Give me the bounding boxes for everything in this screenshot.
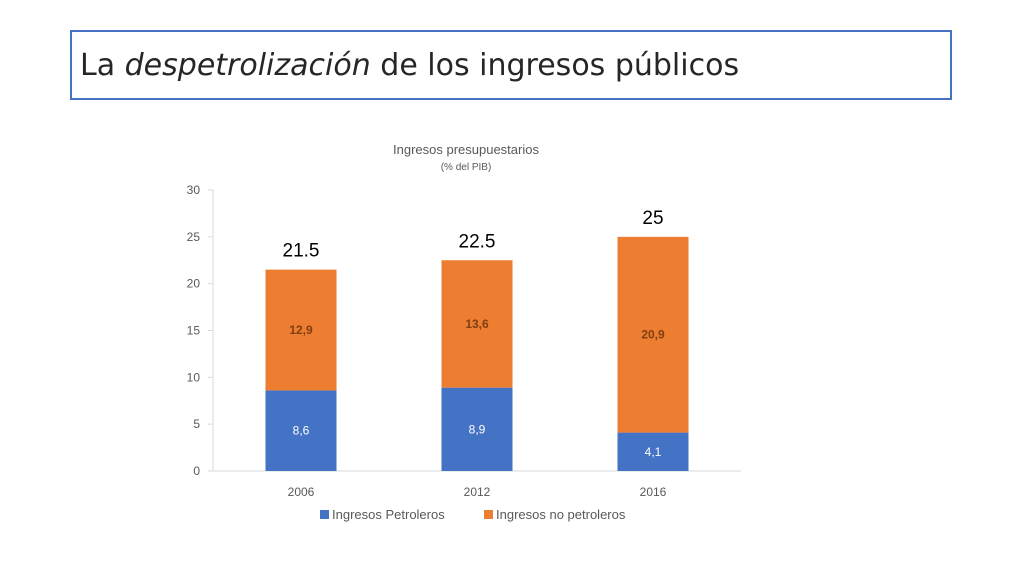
legend-swatch <box>484 510 493 519</box>
y-tick-label: 0 <box>193 464 200 478</box>
bar-data-label: 4,1 <box>645 445 662 459</box>
title-box: La despetrolización de los ingresos públ… <box>70 30 952 100</box>
labels-layer: 8,6 12,9 21.5 8,9 13,6 22.5 4,1 20,9 25 <box>283 208 665 459</box>
legend: Ingresos Petroleros Ingresos no petrolero… <box>320 507 626 522</box>
bar-total-label: 25 <box>642 208 663 229</box>
x-tick-label: 2016 <box>640 485 667 499</box>
y-tick-label: 25 <box>187 230 201 244</box>
bar-segment <box>265 390 337 471</box>
x-tick-label: 2012 <box>464 485 491 499</box>
bar-segment <box>617 432 689 471</box>
bar-segment <box>441 260 513 388</box>
bar-data-label: 12,9 <box>289 323 313 337</box>
chart-title: Ingresos presupuestarios <box>393 142 539 157</box>
axis-layer: 0 5 10 15 20 25 30 2006 2012 2016 <box>187 183 741 499</box>
y-tick-label: 15 <box>187 324 201 338</box>
y-tick-label: 20 <box>187 277 201 291</box>
title-prefix: La <box>80 47 125 83</box>
bar-data-label: 8,9 <box>469 422 486 436</box>
bar-total-label: 22.5 <box>459 231 496 252</box>
bar-total-label: 21.5 <box>283 241 320 262</box>
title-suffix: de los ingresos públicos <box>370 47 740 83</box>
y-tick-label: 10 <box>187 370 201 384</box>
y-tick-label: 5 <box>193 417 200 431</box>
legend-label: Ingresos no petroleros <box>496 507 626 522</box>
legend-label: Ingresos Petroleros <box>332 507 445 522</box>
bar-data-label: 20,9 <box>641 328 665 342</box>
chart-subtitle: (% del PIB) <box>441 162 492 173</box>
bar-data-label: 13,6 <box>465 317 489 331</box>
title-italic: despetrolización <box>124 47 371 83</box>
bar-segment <box>441 387 513 471</box>
bars-layer <box>265 236 689 471</box>
legend-swatch <box>320 510 329 519</box>
x-tick-label: 2006 <box>288 485 315 499</box>
bar-data-label: 8,6 <box>293 424 310 438</box>
bar-segment <box>265 269 337 391</box>
slide-title: La despetrolización de los ingresos públ… <box>80 48 739 83</box>
bar-segment <box>617 236 689 433</box>
y-tick-label: 30 <box>187 183 201 197</box>
